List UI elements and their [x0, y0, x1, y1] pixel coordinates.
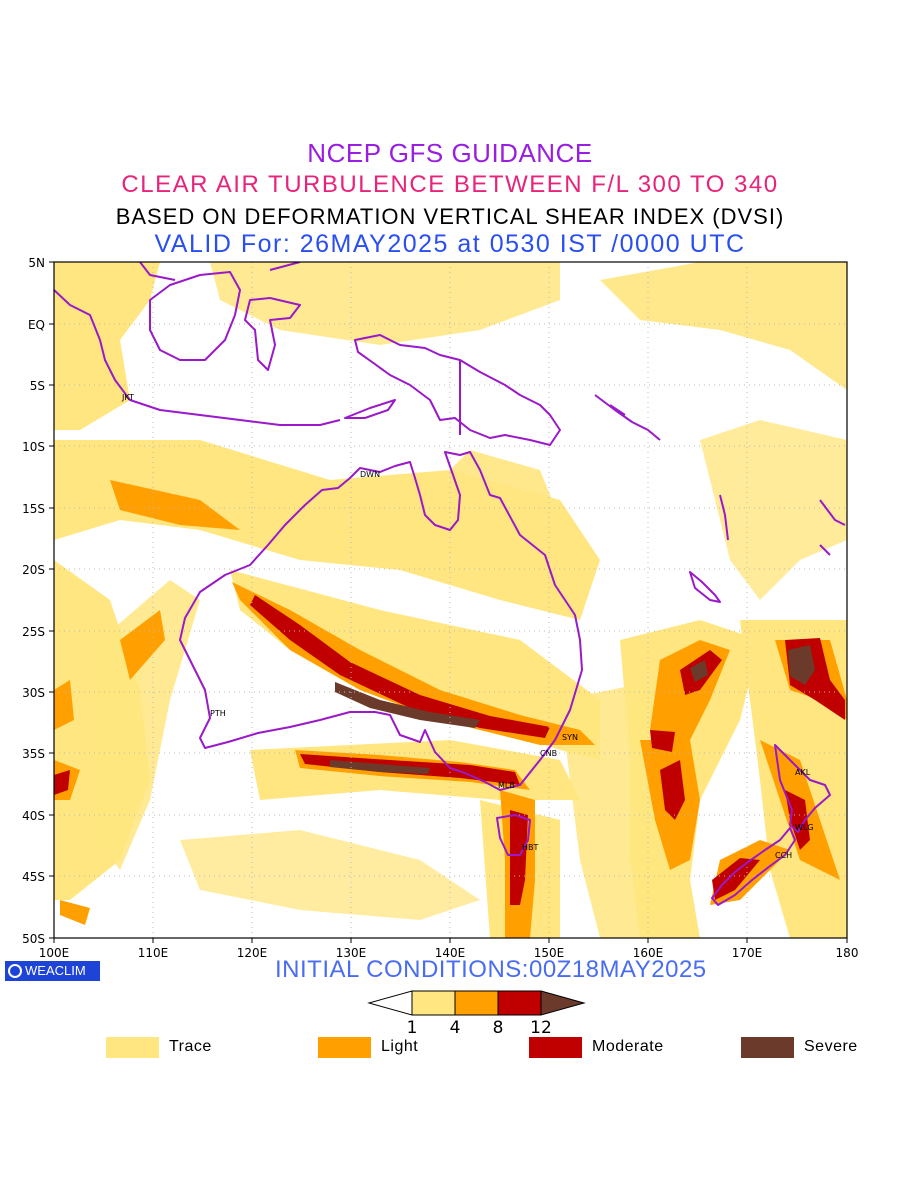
station-label: PTH: [210, 709, 226, 718]
north-island-nz: [774, 744, 831, 833]
legend-label-severe: Severe: [804, 1038, 858, 1055]
colorbar-severe: [540, 990, 586, 1016]
lon-label: 140E: [435, 946, 466, 960]
lat-label: 50S: [22, 932, 45, 946]
legend-label-moderate: Moderate: [592, 1038, 664, 1055]
lat-label: 20S: [22, 563, 45, 577]
lat-label: 45S: [22, 870, 45, 884]
lon-labels: 100E 110E 120E 130E 140E 150E 160E 170E …: [39, 946, 859, 960]
legend-label-trace: Trace: [169, 1038, 212, 1055]
legend-swatch-light: [318, 1037, 371, 1058]
lat-label: 10S: [22, 440, 45, 454]
station-label: HBT: [522, 843, 539, 852]
colorbar-light: [454, 990, 499, 1016]
station-label: CCH: [775, 851, 792, 860]
legend-swatch-trace: [106, 1037, 159, 1058]
lat-label: 30S: [22, 686, 45, 700]
lon-label: 110E: [138, 946, 169, 960]
lat-label: 5N: [28, 256, 45, 270]
grid: [54, 262, 847, 938]
sumatra-java: [54, 289, 341, 426]
tick-marks: [49, 261, 848, 943]
lat-labels: 5N EQ 5S 10S 15S 20S 25S 30S 35S 40S 45S…: [22, 256, 45, 946]
new-caledonia: [689, 571, 721, 603]
lat-label: 35S: [22, 747, 45, 761]
station-label: WLG: [795, 823, 814, 832]
station-label: MLB: [498, 781, 515, 790]
new-guinea-coast: [354, 334, 561, 446]
lon-label: 100E: [39, 946, 70, 960]
tasmania-coast: [496, 814, 531, 856]
borneo: [149, 271, 241, 361]
coastlines: [54, 262, 846, 906]
colorbar-tick: 12: [530, 1018, 552, 1038]
title-line-3: BASED ON DEFORMATION VERTICAL SHEAR INDE…: [115, 204, 785, 229]
turbulence-fields: [54, 262, 847, 938]
legend-swatch-severe: [741, 1037, 794, 1058]
lat-label: 15S: [22, 502, 45, 516]
colorbar-moderate: [497, 990, 542, 1016]
colorbar-tick: 1: [407, 1018, 418, 1038]
legend-label-light: Light: [381, 1038, 419, 1055]
solomon-islands: [594, 394, 661, 441]
lat-label: 25S: [22, 625, 45, 639]
weaclim-label: WEACLIM: [25, 963, 86, 978]
timor: [344, 399, 396, 419]
vanuatu-fiji: [719, 494, 846, 556]
lon-label: 180: [836, 946, 859, 960]
station-labels: JKT DWN PTH SYN CNB MLB HBT AKL WLG CCH: [121, 393, 814, 860]
weaclim-logo-icon: [8, 964, 22, 978]
lon-label: 170E: [732, 946, 763, 960]
lon-label: 150E: [534, 946, 565, 960]
station-label: JKT: [121, 393, 134, 402]
lon-label: 130E: [336, 946, 367, 960]
south-island-nz: [711, 827, 796, 906]
valid-time: VALID For: 26MAY2025 at 0530 IST /0000 U…: [154, 230, 746, 258]
sulawesi: [244, 297, 301, 371]
lat-label: 40S: [22, 809, 45, 823]
lon-label: 120E: [237, 946, 268, 960]
station-label: CNB: [540, 749, 557, 758]
colorbar: 1 4 8 12: [367, 990, 586, 1038]
colorbar-tick: 8: [493, 1018, 504, 1038]
title-line-1: NCEP GFS GUIDANCE: [307, 138, 593, 168]
station-label: SYN: [562, 733, 578, 742]
legend-swatch-moderate: [529, 1037, 582, 1058]
weaclim-badge: WEACLIM: [5, 961, 100, 981]
title-line-2: CLEAR AIR TURBULENCE BETWEEN F/L 300 TO …: [121, 171, 779, 198]
colorbar-under: [367, 990, 413, 1016]
station-label: AKL: [795, 768, 811, 777]
colorbar-tick: 4: [450, 1018, 461, 1038]
lat-label: EQ: [28, 318, 45, 332]
severe-areas: [330, 645, 815, 774]
lat-label: 5S: [30, 379, 45, 393]
station-label: DWN: [360, 470, 380, 479]
australia-coast: [179, 451, 583, 791]
philippines-south: [139, 262, 301, 281]
lon-label: 160E: [633, 946, 664, 960]
initial-conditions: INITIAL CONDITIONS:00Z18MAY2025: [275, 956, 707, 983]
colorbar-trace: [411, 990, 456, 1016]
